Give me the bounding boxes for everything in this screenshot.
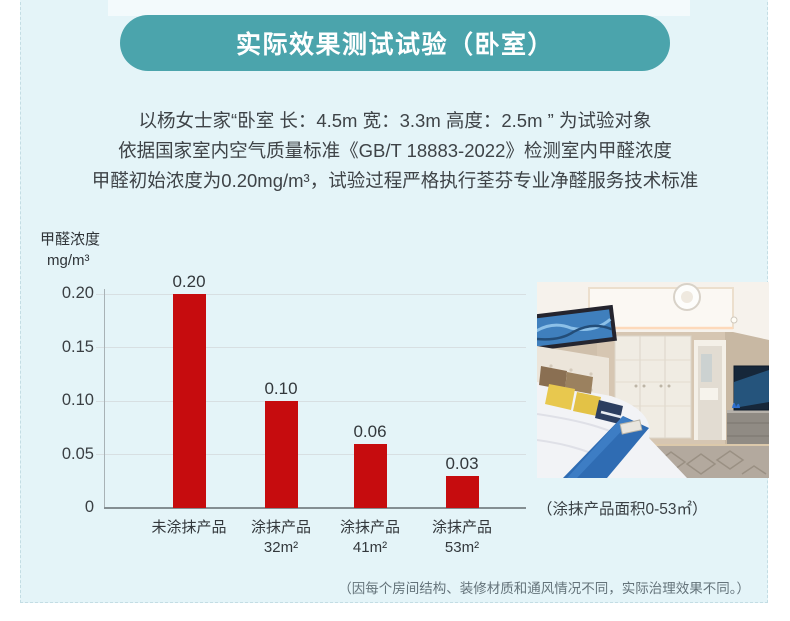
- bar: [353, 444, 387, 508]
- bar: [172, 294, 206, 508]
- gridline: [96, 347, 526, 348]
- intro-line-1: 以杨女士家“卧室 长：4.5m 宽：3.3m 高度：2.5m ” 为试验对象: [138, 110, 652, 131]
- x-category-line: 涂抹产品: [339, 519, 400, 536]
- x-category-line: 32m²: [263, 539, 299, 556]
- x-category-line: 53m²: [444, 539, 480, 556]
- y-axis-title-line1: 甲醛浓度: [40, 231, 101, 248]
- x-category-line: 涂抹产品: [250, 519, 311, 536]
- gridline: [96, 454, 526, 455]
- intro-line-3: 甲醛初始浓度为0.20mg/m³，试验过程严格执行荃芬专业净醛服务技术标准: [91, 170, 699, 191]
- x-category-line: 41m²: [352, 539, 388, 556]
- bedroom-photo-illustration: [537, 282, 769, 478]
- disclaimer-footnote: （因每个房间结构、装修材质和通风情况不同，实际治理效果不同。）: [338, 581, 750, 596]
- page-title: 实际效果测试试验（卧室）: [235, 31, 554, 59]
- y-tick-label: 0.05: [61, 444, 94, 463]
- bedroom-photo: [537, 282, 769, 478]
- y-tick-label: 0.15: [61, 337, 94, 356]
- x-category-label: 涂抹产品 53m²: [407, 518, 517, 558]
- y-axis-title: 甲醛浓度 mg/m³: [40, 229, 100, 271]
- y-tick-label: 0: [84, 498, 94, 516]
- photo-caption: （涂抹产品面积0-53㎡）: [537, 501, 708, 518]
- title-notch: [108, 0, 690, 16]
- bar: [264, 401, 298, 508]
- x-category-label: 涂抹产品 41m²: [315, 518, 425, 558]
- gridline: [96, 400, 526, 402]
- bar-value-label: 0.20: [172, 272, 206, 291]
- x-category-line: 涂抹产品: [431, 519, 492, 536]
- bar-value-label: 0.03: [445, 454, 479, 473]
- intro-line-2: 依据国家室内空气质量标准《GB/T 18883-2022》检测室内甲醛浓度: [118, 140, 672, 161]
- bar-value-label: 0.10: [264, 379, 298, 398]
- bar: [445, 476, 479, 508]
- y-axis-line: [104, 289, 105, 508]
- y-tick-label: 0.10: [61, 391, 94, 409]
- x-axis-line: [104, 507, 526, 509]
- x-category-label: 涂抹产品 32m²: [226, 518, 336, 558]
- x-category-label: 未涂抹产品: [134, 518, 244, 538]
- bar-value-label: 0.06: [353, 422, 387, 441]
- x-category-line: 未涂抹产品: [151, 519, 227, 536]
- y-axis-title-line2: mg/m³: [47, 252, 90, 269]
- gridline: [96, 293, 526, 295]
- intro-text: 以杨女士家“卧室 长：4.5m 宽：3.3m 高度：2.5m ” 为试验对象 依…: [0, 106, 790, 196]
- title-banner: 实际效果测试试验（卧室）: [120, 15, 670, 71]
- y-tick-label: 0.20: [61, 284, 94, 302]
